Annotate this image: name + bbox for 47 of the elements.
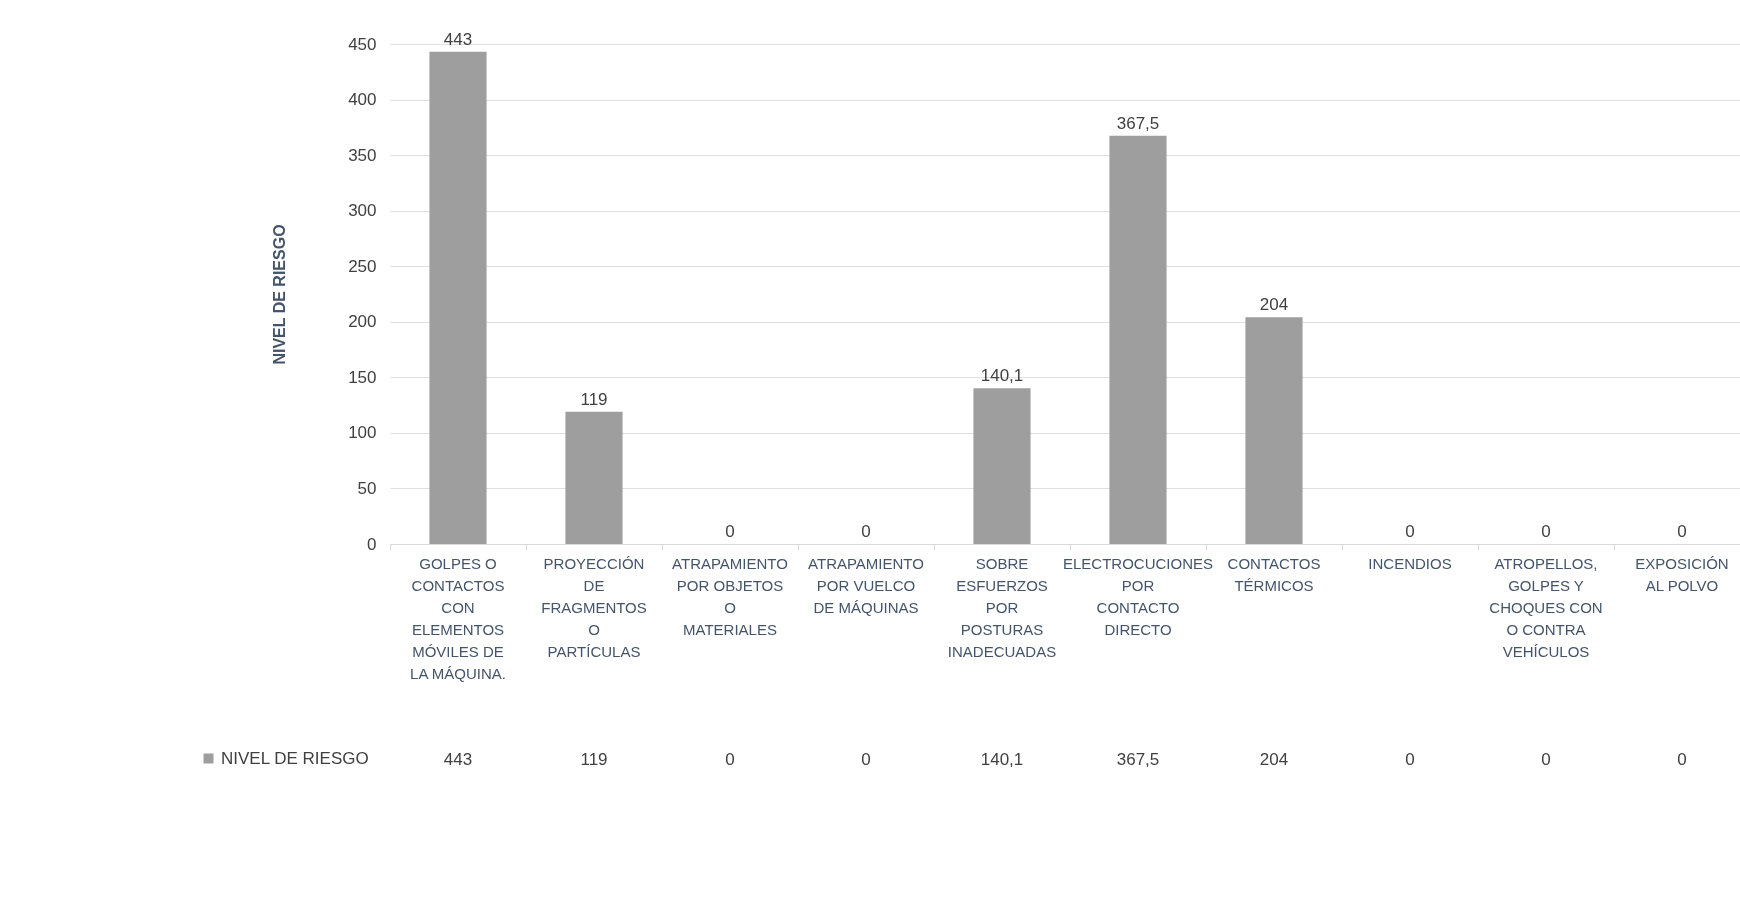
- text: 443: [443, 29, 473, 49]
- y-tick-label: 200: [348, 312, 377, 332]
- x-tick-label: ATRAPAMIENTO POR VUELCO DE MÁQUINAS: [808, 554, 924, 616]
- x-tick-label: ELECTROCUCIONES POR CONTACTO DIRECTO: [1062, 554, 1214, 638]
- text: 0: [725, 522, 735, 541]
- x-tick-label: CONTACTOS TÉRMICOS: [1227, 554, 1321, 594]
- x-tick-label: SOBRE ESFUERZOS POR POSTURAS INADECUADAS: [947, 554, 1057, 660]
- data-label: 140,1: [980, 750, 1024, 769]
- x-tick-label: GOLPES O CONTACTOS CON ELEMENTOS MÓVILES DE LA MÁQUINA.: [410, 554, 506, 682]
- y-tick-label: 450: [348, 34, 377, 54]
- data-label: 0: [1677, 750, 1687, 769]
- x-tick-label: ATRAPAMIENTO POR OBJETOS O MATERIALES: [672, 554, 788, 638]
- y-tick-label: 350: [348, 145, 377, 165]
- data-label: 443: [443, 750, 473, 769]
- y-tick-label: 150: [348, 367, 377, 387]
- y-tick-label: 50: [357, 478, 377, 498]
- text: 0: [1677, 522, 1687, 541]
- text: 140,1: [980, 366, 1024, 386]
- x-tick-label: INCENDIOS: [1368, 554, 1452, 572]
- y-tick-label: 0: [367, 534, 377, 554]
- data-label: 204: [1259, 750, 1289, 769]
- text: 0: [1405, 522, 1415, 541]
- data-label: 0: [861, 750, 871, 769]
- bar: [973, 388, 1031, 544]
- data-label: 0: [725, 750, 735, 769]
- text: 0: [861, 522, 871, 541]
- bar: [1245, 317, 1303, 544]
- text: 0: [1541, 522, 1551, 541]
- data-label: 367,5: [1116, 750, 1160, 769]
- bar: [429, 51, 487, 544]
- x-tick-label: PROYECCIÓN DE FRAGMENTOS O PARTÍCULAS: [541, 554, 647, 660]
- y-tick-label: 250: [348, 256, 377, 276]
- data-label: 0: [1405, 750, 1415, 769]
- y-tick-label: 300: [348, 201, 377, 221]
- text: 204: [1259, 295, 1289, 315]
- x-tick-label: ATROPELLOS, GOLPES Y CHOQUES CON O CONTRA VEHÍCULOS: [1489, 554, 1603, 660]
- bar: [565, 411, 623, 544]
- y-tick-label: 100: [348, 423, 377, 443]
- data-label: 119: [580, 750, 608, 769]
- text: 367,5: [1116, 113, 1160, 133]
- legend-label: NIVEL DE RIESGO: [221, 748, 369, 768]
- x-tick-label: EXPOSICIÓN AL POLVO: [1635, 554, 1729, 594]
- text: 119: [580, 389, 608, 409]
- bar: [1109, 135, 1167, 544]
- y-axis-title: NIVEL DE RIESGO: [271, 224, 289, 365]
- data-label: 0: [1541, 750, 1551, 769]
- y-tick-label: 400: [348, 90, 377, 110]
